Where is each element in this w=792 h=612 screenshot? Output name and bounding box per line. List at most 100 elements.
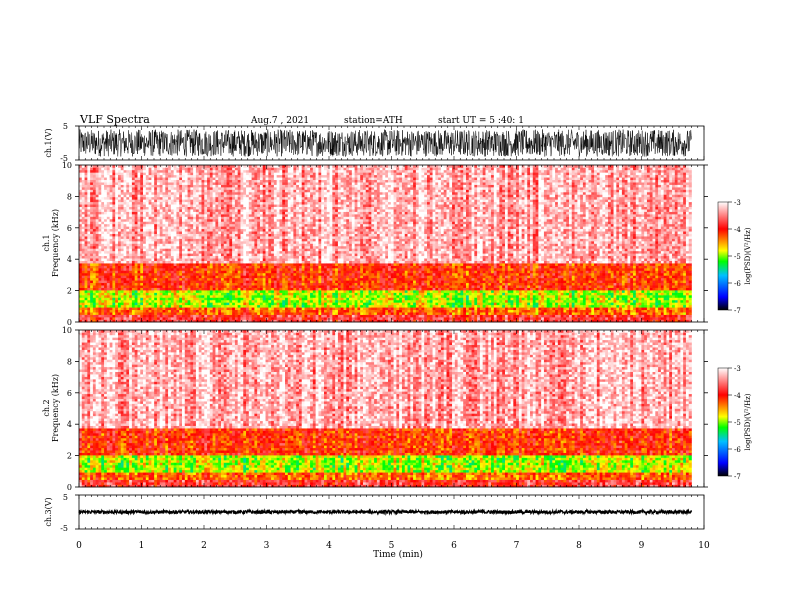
ch1-spectrogram-cell bbox=[237, 292, 241, 296]
ch1-spectrogram-cell bbox=[257, 243, 261, 247]
ch1-spectrogram-cell bbox=[90, 258, 94, 261]
ch1-spectrogram-cell bbox=[117, 228, 122, 232]
ch1-spectrogram-cell bbox=[137, 191, 141, 195]
ch1-spectrogram-cell bbox=[79, 272, 83, 276]
ch1-spectrogram-cell bbox=[148, 317, 152, 320]
ch1-spectrogram-cell bbox=[154, 295, 158, 298]
ch1-spectrogram-cell bbox=[262, 272, 266, 276]
ch1-spectrogram-cell bbox=[156, 165, 161, 168]
ch1-spectrogram-cell bbox=[129, 263, 133, 266]
ch1-spectrogram-cell bbox=[237, 206, 241, 210]
ch1-spectrogram-cell bbox=[226, 314, 230, 318]
ch1-spectrogram-cell bbox=[84, 182, 88, 185]
ch1-spectrogram-cell bbox=[137, 270, 141, 274]
ch1-spectrogram-cell bbox=[156, 233, 161, 237]
ch1-spectrogram-cell bbox=[229, 226, 233, 230]
ch1-spectrogram-cell bbox=[262, 258, 266, 261]
ch1-spectrogram-cell bbox=[271, 265, 275, 269]
ch1-spectrogram-cell bbox=[140, 199, 144, 203]
ch1-spectrogram-cell bbox=[106, 280, 110, 284]
ch1-spectrogram-cell bbox=[79, 309, 83, 313]
ch1-spectrogram-cell bbox=[143, 221, 147, 225]
ch1-spectrogram-cell bbox=[262, 253, 266, 257]
ch1-spectrogram-cell bbox=[237, 297, 241, 301]
ch1-spectrogram-cell bbox=[154, 280, 158, 284]
ch1-spectrogram-cell bbox=[101, 268, 105, 271]
ch1-spectrogram-cell bbox=[112, 312, 116, 315]
ch1-spectrogram-cell bbox=[134, 187, 138, 190]
ch1-spectrogram-cell bbox=[184, 167, 188, 171]
ch1-spectrogram-cell bbox=[240, 287, 244, 291]
ch1-spectrogram-cell bbox=[101, 187, 105, 190]
ch1-spectrogram-cell bbox=[131, 255, 135, 259]
ch1-spectrogram-cell bbox=[201, 221, 205, 225]
ch1-spectrogram-cell bbox=[293, 223, 297, 227]
ch1-spectrogram-cell bbox=[126, 191, 130, 195]
ch1-spectrogram-cell bbox=[151, 243, 155, 247]
ch1-spectrogram-cell bbox=[126, 179, 130, 183]
ch1-spectrogram-cell bbox=[259, 228, 264, 232]
ch1-spectrogram-cell bbox=[79, 182, 83, 185]
ch1-spectrogram-cell bbox=[212, 312, 216, 315]
ch1-spectrogram-cell bbox=[246, 174, 250, 178]
ch1-spectrogram-cell bbox=[282, 309, 286, 313]
ch1-spectrogram-cell bbox=[109, 187, 113, 190]
ch1-spectrogram-cell bbox=[179, 319, 183, 323]
ch1-spectrogram-cell bbox=[246, 248, 250, 252]
ch1-spectrogram-cell bbox=[232, 260, 236, 264]
ch1-spectrogram-cell bbox=[137, 290, 141, 293]
ch1-spectrogram-cell bbox=[131, 216, 135, 220]
ch1-spectrogram-cell bbox=[273, 191, 277, 195]
ch1-spectrogram-cell bbox=[204, 189, 208, 193]
ch1-spectrogram-cell bbox=[257, 184, 261, 188]
ch1-spectrogram-cell bbox=[106, 169, 110, 173]
ch1-spectrogram-cell bbox=[123, 287, 127, 291]
ch1-spectrogram-cell bbox=[287, 194, 291, 198]
ch1-spectrogram-cell bbox=[207, 233, 211, 237]
ch1-spectrogram-cell bbox=[229, 241, 233, 244]
ch1-spectrogram-cell bbox=[257, 253, 261, 257]
ch1-spectrogram-cell bbox=[287, 211, 291, 215]
ch1-spectrogram-cell bbox=[120, 206, 124, 210]
ch1-spectrogram-cell bbox=[134, 228, 138, 232]
ch1-spectrogram-cell bbox=[248, 184, 252, 188]
ch1-spectrogram-cell bbox=[106, 250, 110, 254]
ch1-spectrogram-cell bbox=[226, 169, 230, 173]
ch1-spectrogram-cell bbox=[251, 204, 255, 207]
ch1-spectrogram-cell bbox=[134, 250, 138, 254]
ch1-spectrogram-cell bbox=[92, 287, 96, 291]
ch1-spectrogram-cell bbox=[145, 199, 149, 203]
ch1-spectrogram-cell bbox=[106, 275, 110, 279]
ch1-spectrogram-cell bbox=[204, 209, 208, 212]
ch1-spectrogram-cell bbox=[254, 253, 258, 257]
ch1-spectrogram-cell bbox=[95, 221, 99, 225]
ch1-spectrogram-cell bbox=[207, 226, 211, 230]
ch1-spectrogram-cell bbox=[159, 263, 163, 266]
ch1-spectrogram-cell bbox=[170, 226, 174, 230]
ch1-spectrogram-cell bbox=[179, 245, 183, 249]
ch1-spectrogram-cell bbox=[254, 268, 258, 271]
ch1-spectrogram-cell bbox=[232, 238, 236, 242]
ch1-spectrogram-cell bbox=[285, 231, 289, 234]
ch1-spectrogram-cell bbox=[223, 179, 227, 183]
ch1-spectrogram-cell bbox=[112, 314, 116, 318]
ch1-spectrogram-cell bbox=[207, 297, 211, 301]
ch1-spectrogram-cell bbox=[226, 231, 230, 234]
ch1-spectrogram-cell bbox=[229, 263, 233, 266]
ch1-spectrogram-cell bbox=[101, 304, 105, 308]
ch1-spectrogram-cell bbox=[232, 169, 236, 173]
ch1-spectrogram-cell bbox=[90, 290, 94, 293]
ch1-spectrogram-cell bbox=[232, 268, 236, 271]
ch1-spectrogram-cell bbox=[140, 265, 144, 269]
ch1-spectrogram-cell bbox=[218, 196, 222, 200]
ch1-spectrogram-cell bbox=[168, 272, 172, 276]
ch1-spectrogram-cell bbox=[212, 209, 216, 212]
ch1-spectrogram-cell bbox=[168, 201, 172, 205]
ch1-spectrogram-cell bbox=[290, 245, 294, 249]
ch1-spectrogram-cell bbox=[168, 177, 172, 181]
ch1-spectrogram-cell bbox=[223, 204, 227, 207]
ch1-spectrogram-cell bbox=[257, 275, 261, 279]
ch1-spectrogram-cell bbox=[182, 292, 186, 296]
ch1-spectrogram-cell bbox=[165, 218, 169, 222]
ch1-spectrogram-cell bbox=[151, 292, 155, 296]
